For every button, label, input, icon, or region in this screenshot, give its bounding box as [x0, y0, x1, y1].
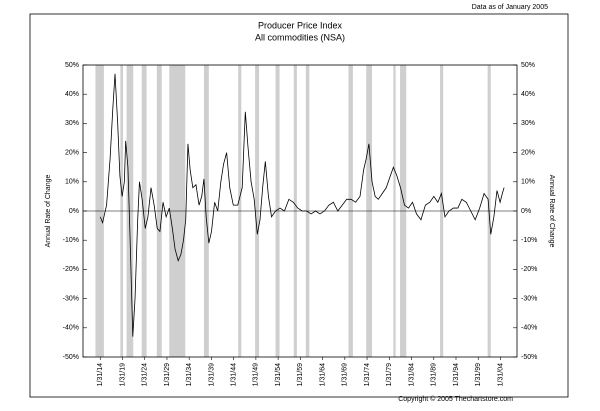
x-tick-label: 1/31/74	[364, 363, 371, 386]
y-tick-label: 40%	[65, 91, 79, 98]
x-tick-label: 1/31/59	[297, 363, 304, 386]
y-tick-label: -10%	[63, 237, 79, 244]
x-tick-label: 1/31/94	[453, 363, 460, 386]
x-tick-label: 1/31/04	[497, 363, 504, 386]
x-tick-label: 1/31/79	[386, 363, 393, 386]
chart-subtitle: All commodities (NSA)	[255, 32, 345, 42]
x-tick-label: 1/31/19	[119, 363, 126, 386]
y-tick-label-right: 50%	[521, 62, 535, 69]
x-tick-label: 1/31/99	[475, 363, 482, 386]
y-axis-label-right: Annual Rate of Change	[548, 175, 555, 248]
y-tick-label-right: 20%	[521, 149, 535, 156]
x-tick-label: 1/31/44	[230, 363, 237, 386]
x-tick-label: 1/31/39	[208, 363, 215, 386]
y-tick-label: 20%	[65, 149, 79, 156]
y-tick-label-right: -30%	[521, 295, 537, 302]
x-tick-label: 1/31/14	[97, 363, 104, 386]
y-tick-label: 0%	[69, 208, 79, 215]
x-tick-label: 1/31/29	[164, 363, 171, 386]
y-axis-label: Annual Rate of Change	[45, 175, 52, 248]
y-tick-label: -20%	[63, 266, 79, 273]
y-tick-label-right: 30%	[521, 120, 535, 127]
x-tick-label: 1/31/84	[408, 363, 415, 386]
x-tick-label: 1/31/64	[319, 363, 326, 386]
frame	[29, 13, 569, 398]
y-tick-label-right: -20%	[521, 266, 537, 273]
y-tick-label: -30%	[63, 295, 79, 302]
y-tick-label-right: -10%	[521, 237, 537, 244]
x-tick-label: 1/31/54	[275, 363, 282, 386]
ppi-line	[99, 73, 505, 337]
x-tick-label: 1/31/49	[253, 363, 260, 386]
y-tick-label: -50%	[63, 354, 79, 361]
y-tick-label-right: 0%	[521, 208, 531, 215]
footer: Copyright © 2005 Thechartstore.com	[398, 395, 513, 403]
chart-title: Producer Price Index	[258, 20, 343, 30]
data-note: Data as of January 2005	[472, 4, 548, 11]
y-tick-label: 10%	[65, 179, 79, 186]
x-tick-label: 1/31/89	[431, 363, 438, 386]
x-tick-label: 1/31/69	[342, 363, 349, 386]
y-tick-label: -40%	[63, 325, 79, 332]
y-tick-label-right: 10%	[521, 179, 535, 186]
y-tick-label-right: 40%	[521, 91, 535, 98]
y-tick-label-right: -50%	[521, 354, 537, 361]
y-tick-label-right: -40%	[521, 325, 537, 332]
x-tick-label: 1/31/24	[142, 363, 149, 386]
y-tick-label: 50%	[65, 62, 79, 69]
x-tick-label: 1/31/34	[186, 363, 193, 386]
y-tick-label: 30%	[65, 120, 79, 127]
